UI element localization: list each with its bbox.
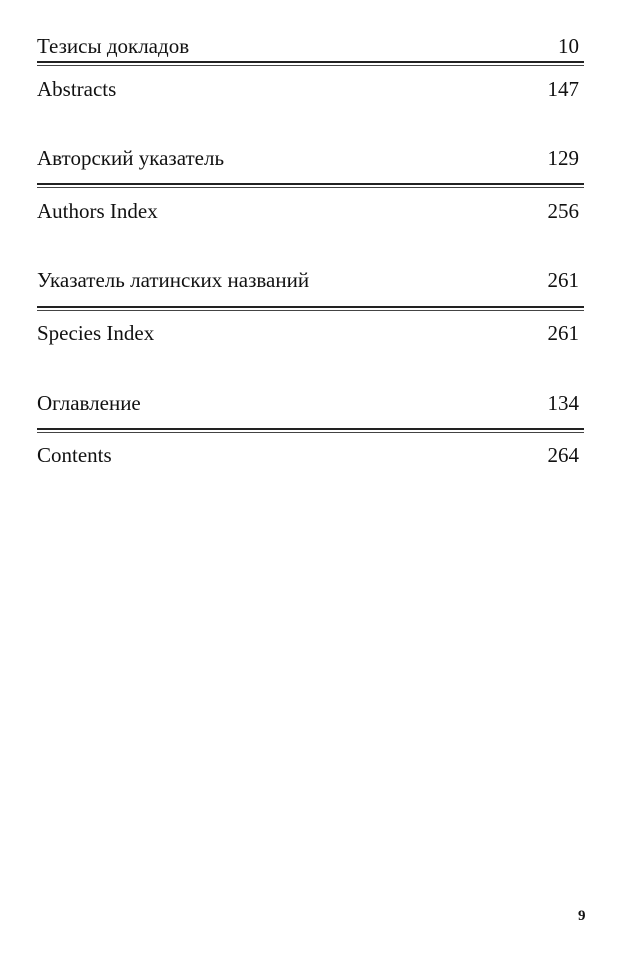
toc-entry-en: Abstracts 147 (37, 77, 579, 101)
toc-entry-ru: Указатель латинских названий 261 (37, 268, 579, 292)
entry-title: Авторский указатель (37, 146, 225, 170)
entry-title: Contents (37, 443, 112, 467)
entry-page: 264 (547, 443, 580, 467)
entry-title: Указатель латинских названий (37, 268, 310, 292)
entry-title: Authors Index (37, 199, 158, 223)
entry-page: 134 (547, 391, 580, 415)
double-rule (37, 428, 584, 433)
entry-title: Тезисы докладов (37, 34, 190, 58)
toc-entry-ru: Тезисы докладов 10 (37, 34, 579, 58)
toc-entry-en: Contents 264 (37, 443, 579, 467)
entry-page: 256 (547, 199, 580, 223)
toc-entry-ru: Авторский указатель 129 (37, 146, 579, 170)
page-number: 9 (578, 908, 586, 924)
double-rule (37, 61, 584, 66)
entry-page: 129 (547, 146, 580, 170)
double-rule (37, 306, 584, 311)
entry-title: Species Index (37, 321, 155, 345)
toc-entry-ru: Оглавление 134 (37, 391, 579, 415)
toc-entry-en: Authors Index 256 (37, 199, 579, 223)
entry-title: Abstracts (37, 77, 117, 101)
entry-page: 261 (547, 321, 580, 345)
entry-page: 10 (558, 34, 579, 58)
entry-page: 147 (547, 77, 580, 101)
double-rule (37, 183, 584, 188)
entry-page: 261 (547, 268, 580, 292)
toc-entry-en: Species Index 261 (37, 321, 579, 345)
entry-title: Оглавление (37, 391, 141, 415)
